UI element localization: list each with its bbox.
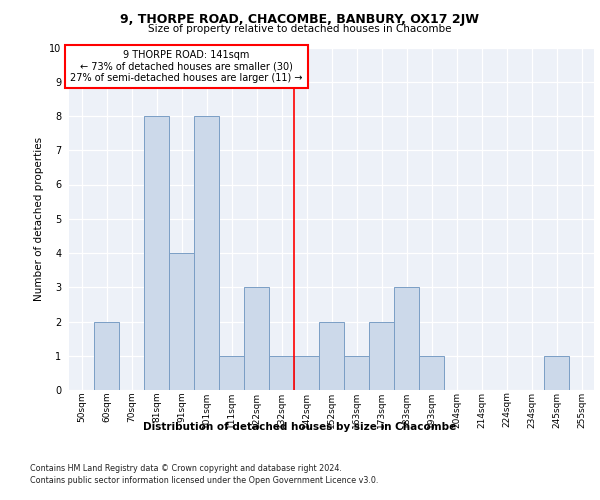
Bar (394, 287, 419, 390)
Text: Distribution of detached houses by size in Chacombe: Distribution of detached houses by size … (143, 422, 457, 432)
Bar (94, 322, 119, 390)
Text: Contains public sector information licensed under the Open Government Licence v3: Contains public sector information licen… (30, 476, 379, 485)
Bar (244, 287, 269, 390)
Bar (144, 116, 169, 390)
Text: 9 THORPE ROAD: 141sqm
← 73% of detached houses are smaller (30)
27% of semi-deta: 9 THORPE ROAD: 141sqm ← 73% of detached … (70, 50, 303, 83)
Bar (219, 356, 244, 390)
Y-axis label: Number of detached properties: Number of detached properties (34, 136, 44, 301)
Text: 9, THORPE ROAD, CHACOMBE, BANBURY, OX17 2JW: 9, THORPE ROAD, CHACOMBE, BANBURY, OX17 … (121, 12, 479, 26)
Bar (369, 322, 394, 390)
Bar (269, 356, 294, 390)
Bar (419, 356, 444, 390)
Text: Contains HM Land Registry data © Crown copyright and database right 2024.: Contains HM Land Registry data © Crown c… (30, 464, 342, 473)
Bar (194, 116, 219, 390)
Bar (319, 322, 344, 390)
Bar (169, 253, 194, 390)
Bar (344, 356, 369, 390)
Bar (544, 356, 569, 390)
Text: Size of property relative to detached houses in Chacombe: Size of property relative to detached ho… (148, 24, 452, 34)
Bar (294, 356, 319, 390)
